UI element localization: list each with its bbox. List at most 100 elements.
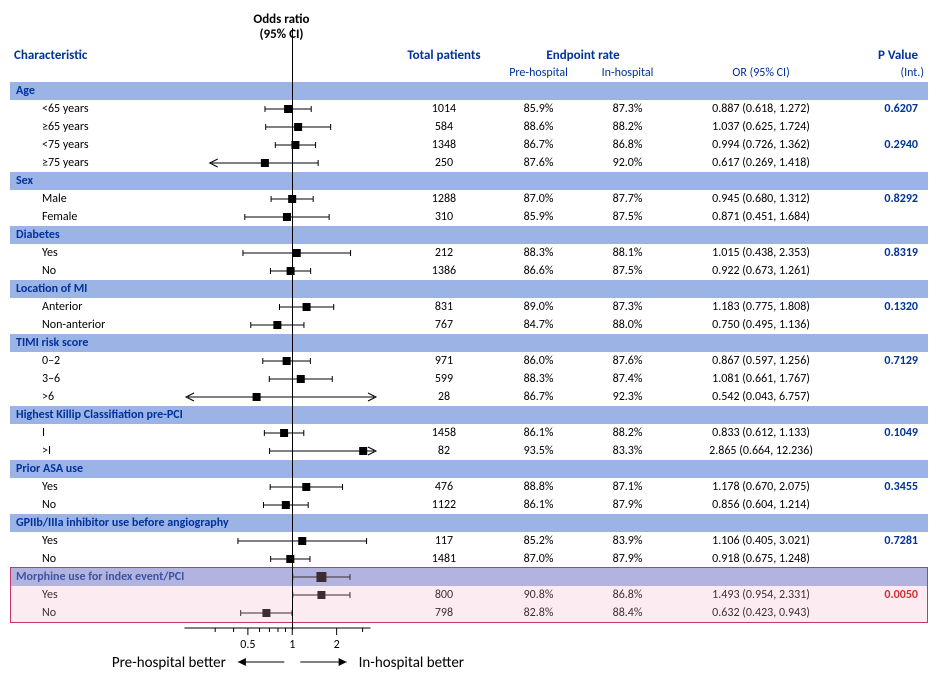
cell-total: 250 — [394, 154, 494, 172]
cell-pvalue — [850, 262, 928, 280]
cell-total: 1481 — [394, 550, 494, 568]
row-label: ≥65 years — [10, 118, 182, 136]
cell-pvalue — [850, 370, 928, 388]
data-row: Yes 212 88.3% 88.1% 1.015 (0.438, 2.353)… — [10, 244, 928, 262]
row-label: Yes — [10, 586, 182, 604]
cell-pvalue — [850, 154, 928, 172]
cell-pre: 88.3% — [494, 370, 583, 388]
row-label: Non-anterior — [10, 316, 182, 334]
cell-in: 87.1% — [583, 478, 672, 496]
svg-text:0.5: 0.5 — [240, 638, 255, 652]
data-row: Yes 476 88.8% 87.1% 1.178 (0.670, 2.075)… — [10, 478, 928, 496]
cell-total: 831 — [394, 298, 494, 316]
forest-marker — [186, 532, 389, 550]
cell-pre: 87.0% — [494, 190, 583, 208]
cell-or: 1.106 (0.405, 3.021) — [672, 532, 850, 550]
cell-pre: 89.0% — [494, 298, 583, 316]
row-label: No — [10, 262, 182, 280]
cell-pvalue: 0.8319 — [850, 244, 928, 262]
data-row: ≥75 years 250 87.6% 92.0% 0.617 (0.269, … — [10, 154, 928, 172]
data-row: Yes 117 85.2% 83.9% 1.106 (0.405, 3.021)… — [10, 532, 928, 550]
cell-in: 87.9% — [583, 496, 672, 514]
row-label: >I — [10, 442, 182, 460]
data-row: No 1481 87.0% 87.9% 0.918 (0.675, 1.248) — [10, 550, 928, 568]
svg-text:1: 1 — [289, 638, 295, 652]
cell-or: 1.015 (0.438, 2.353) — [672, 244, 850, 262]
cell-pre: 82.8% — [494, 604, 583, 622]
forest-marker — [186, 352, 389, 370]
data-row: >I 82 93.5% 83.3% 2.865 (0.664, 12.236) — [10, 442, 928, 460]
cell-pvalue: 0.7129 — [850, 352, 928, 370]
svg-text:In-hospital better: In-hospital better — [359, 654, 464, 672]
cell-in: 87.3% — [583, 298, 672, 316]
cell-or: 1.183 (0.775, 1.808) — [672, 298, 850, 316]
cell-total: 212 — [394, 244, 494, 262]
cell-total: 476 — [394, 478, 494, 496]
cell-total: 584 — [394, 118, 494, 136]
header-total: Total patients — [394, 46, 494, 64]
cell-pre: 85.9% — [494, 208, 583, 226]
data-row: Male 1288 87.0% 87.7% 0.945 (0.680, 1.31… — [10, 190, 928, 208]
row-label: Anterior — [10, 298, 182, 316]
cell-in: 83.9% — [583, 532, 672, 550]
cell-pvalue — [850, 550, 928, 568]
forest-marker — [186, 388, 389, 406]
cell-pre: 88.6% — [494, 118, 583, 136]
cell-total: 1288 — [394, 190, 494, 208]
cell-or: 1.037 (0.625, 1.724) — [672, 118, 850, 136]
cell-pvalue — [850, 316, 928, 334]
forest-marker — [186, 190, 389, 208]
data-row: Non-anterior 767 84.7% 88.0% 0.750 (0.49… — [10, 316, 928, 334]
header-pvalue: P Value — [850, 46, 928, 64]
cell-in: 83.3% — [583, 442, 672, 460]
cell-or: 1.178 (0.670, 2.075) — [672, 478, 850, 496]
cell-pvalue: 0.7281 — [850, 532, 928, 550]
data-row: <75 years 1348 86.7% 86.8% 0.994 (0.726,… — [10, 136, 928, 154]
cell-pre: 85.2% — [494, 532, 583, 550]
cell-or: 0.542 (0.043, 6.757) — [672, 388, 850, 406]
row-label: <65 years — [10, 100, 182, 118]
forest-marker — [186, 244, 389, 262]
cell-in: 88.1% — [583, 244, 672, 262]
cell-total: 1348 — [394, 136, 494, 154]
forest-plot-table: Characteristic Odds ratio (95% CI) Total… — [10, 46, 928, 622]
cell-or: 1.493 (0.954, 2.331) — [672, 586, 850, 604]
forest-marker — [186, 478, 389, 496]
section-header: Age — [10, 82, 928, 100]
forest-marker — [186, 118, 389, 136]
cell-or: 0.994 (0.726, 1.362) — [672, 136, 850, 154]
cell-pre: 84.7% — [494, 316, 583, 334]
row-label: Yes — [10, 244, 182, 262]
cell-total: 82 — [394, 442, 494, 460]
row-label: ≥75 years — [10, 154, 182, 172]
forest-marker — [186, 550, 389, 568]
data-row: Yes 800 90.8% 86.8% 1.493 (0.954, 2.331)… — [10, 586, 928, 604]
section-header: Highest Killip Classifiation pre-PCI — [10, 406, 928, 424]
section-header: Location of MI — [10, 280, 928, 298]
forest-marker — [186, 100, 389, 118]
cell-pvalue: 0.1320 — [850, 298, 928, 316]
cell-total: 971 — [394, 352, 494, 370]
data-row: No 1122 86.1% 87.9% 0.856 (0.604, 1.214) — [10, 496, 928, 514]
cell-in: 92.3% — [583, 388, 672, 406]
cell-in: 87.9% — [583, 550, 672, 568]
forest-marker — [186, 316, 389, 334]
cell-in: 87.3% — [583, 100, 672, 118]
cell-pre: 86.7% — [494, 388, 583, 406]
cell-total: 798 — [394, 604, 494, 622]
data-row: 0–2 971 86.0% 87.6% 0.867 (0.597, 1.256)… — [10, 352, 928, 370]
cell-pvalue: 0.8292 — [850, 190, 928, 208]
cell-total: 1014 — [394, 100, 494, 118]
row-label: >6 — [10, 388, 182, 406]
row-label: No — [10, 496, 182, 514]
data-row: <65 years 1014 85.9% 87.3% 0.887 (0.618,… — [10, 100, 928, 118]
row-label: No — [10, 550, 182, 568]
data-row: ≥65 years 584 88.6% 88.2% 1.037 (0.625, … — [10, 118, 928, 136]
forest-marker — [186, 604, 389, 622]
header-or95ci: OR (95% CI) — [672, 64, 850, 82]
cell-in: 87.6% — [583, 352, 672, 370]
header-inhospital: In-hospital — [583, 64, 672, 82]
cell-in: 87.4% — [583, 370, 672, 388]
header-pint: (Int.) — [850, 64, 928, 82]
cell-pvalue: 0.1049 — [850, 424, 928, 442]
